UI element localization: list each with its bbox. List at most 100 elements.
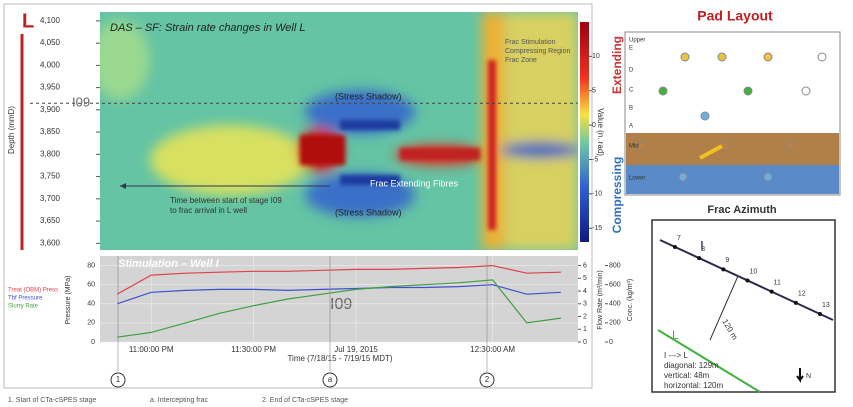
y3-axis-label: Conc. (kg/m³) bbox=[627, 279, 634, 321]
y-tick-label: 4,050 bbox=[40, 38, 61, 47]
extending-label: Extending bbox=[610, 36, 624, 94]
y2-tick-label: 5 bbox=[583, 275, 587, 282]
vertical: vertical: 48m bbox=[664, 371, 710, 380]
chart-title: Stimulation – Well I bbox=[118, 258, 220, 270]
station bbox=[721, 267, 726, 272]
x-tick-label: 12:30:00 AM bbox=[470, 345, 515, 354]
colorbar-tick-label: -10 bbox=[592, 191, 602, 198]
lower-layer bbox=[626, 165, 839, 194]
annotation: (Stress Shadow) bbox=[335, 91, 402, 101]
direction: I ---> L bbox=[664, 351, 688, 360]
well-l-line bbox=[657, 329, 761, 393]
station-label: 8 bbox=[701, 246, 705, 253]
azimuth-title: Frac Azimuth bbox=[707, 204, 777, 216]
station-label: 9 bbox=[725, 257, 729, 264]
y3-tick-label: 800 bbox=[609, 262, 621, 269]
annotation: Time between start of stage I09 to frac … bbox=[170, 196, 282, 215]
y3-tick-label: 600 bbox=[609, 282, 621, 289]
station-label: 13 bbox=[822, 302, 830, 309]
heatmap-title: DAS – SF: Strain rate changes in Well L bbox=[110, 22, 305, 34]
station bbox=[745, 278, 750, 283]
x-tick-label: 11:30:00 PM bbox=[231, 345, 276, 354]
y-tick-label: 3,800 bbox=[40, 149, 61, 158]
annotation: Frac Stimulation Compressing Region Frac… bbox=[505, 39, 571, 64]
annotation-box: Frac Stimulation Compressing Region Frac… bbox=[505, 39, 571, 64]
distance-line bbox=[709, 275, 739, 341]
well-label: L bbox=[22, 10, 34, 32]
y3-tick-label: 0 bbox=[609, 339, 613, 346]
colorbar-label: Value (n. rad) bbox=[596, 108, 605, 156]
annotation-box: Time between start of stage I09 to frac … bbox=[170, 196, 282, 215]
x-tick-label: 11:00:00 PM bbox=[129, 345, 174, 354]
y3-tick-label: 200 bbox=[609, 320, 621, 327]
y-axis-label: Pressure (MPa) bbox=[65, 275, 72, 324]
y-tick-label: 3,600 bbox=[40, 238, 61, 247]
colorbar-tick-label: 0 bbox=[592, 122, 596, 129]
footnote: 2. End of CTa-cSPES stage bbox=[262, 397, 348, 404]
station-label: 12 bbox=[798, 291, 806, 298]
y-tick-label: 3,650 bbox=[40, 216, 61, 225]
station bbox=[818, 312, 822, 316]
colorbar-tick-label: 10 bbox=[592, 53, 600, 60]
mid-layer bbox=[626, 133, 839, 165]
colorbar-tick-label: 5 bbox=[592, 88, 596, 95]
stage-label: I09 bbox=[330, 296, 352, 313]
heatmap bbox=[100, 12, 578, 250]
station bbox=[697, 256, 702, 261]
annotation: (Stress Shadow) bbox=[335, 207, 402, 217]
diagonal: diagonal: 129m bbox=[664, 361, 719, 370]
legend-entry: Treat (OBM) Press bbox=[8, 288, 58, 294]
y2-tick-label: 1 bbox=[583, 326, 587, 333]
y2-tick-label: 6 bbox=[583, 262, 587, 269]
y-tick-label: 4,100 bbox=[40, 16, 61, 25]
pad-row-label: Lower bbox=[629, 176, 645, 182]
horizontal: horizontal: 120m bbox=[664, 381, 723, 390]
colorbar-tick-label: -5 bbox=[592, 156, 598, 163]
y-tick-label: 60 bbox=[87, 282, 95, 289]
north-arrow bbox=[796, 368, 804, 383]
pad-row-label: E bbox=[629, 46, 633, 52]
marker-label: 2 bbox=[485, 375, 490, 384]
y2-tick-label: 2 bbox=[583, 313, 587, 320]
station bbox=[769, 289, 774, 294]
y2-tick-label: 0 bbox=[583, 339, 587, 346]
compressing-label: Compressing bbox=[610, 157, 624, 234]
marker-label: a bbox=[328, 375, 333, 384]
pad-row-label: C bbox=[629, 88, 634, 94]
pad-row-label: B bbox=[629, 106, 633, 112]
y-tick-label: 4,000 bbox=[40, 60, 61, 69]
y-tick-label: 3,700 bbox=[40, 194, 61, 203]
station bbox=[793, 300, 798, 305]
y-tick-label: 3,950 bbox=[40, 83, 61, 92]
station-label: 10 bbox=[750, 268, 758, 275]
station-label: 7 bbox=[677, 235, 681, 242]
well-i-label: I bbox=[700, 238, 704, 254]
pad-row-label: Upper bbox=[629, 38, 645, 44]
y3-tick-label: 400 bbox=[609, 301, 621, 308]
y2-tick-label: 4 bbox=[583, 288, 587, 295]
station-label: 11 bbox=[774, 280, 781, 287]
y-tick-label: 40 bbox=[87, 301, 95, 308]
station bbox=[673, 245, 677, 249]
pad-wells bbox=[635, 52, 827, 182]
marker-label: 1 bbox=[116, 375, 121, 384]
well-l-label: L bbox=[672, 328, 679, 342]
y-tick-label: 80 bbox=[87, 262, 95, 269]
pad-title: Pad Layout bbox=[697, 8, 773, 24]
y-tick-label: 3,850 bbox=[40, 127, 61, 136]
north: N bbox=[806, 373, 811, 380]
y-tick-label: 20 bbox=[87, 320, 95, 327]
pad-row-label: D bbox=[629, 68, 634, 74]
y2-tick-label: 3 bbox=[583, 301, 587, 308]
x-axis-label: Time (7/18/15 - 7/19/15 MDT) bbox=[287, 354, 392, 363]
pad-row-label: A bbox=[629, 124, 633, 130]
colorbar-tick-label: -15 bbox=[592, 225, 602, 232]
footnote: 1. Start of CTa-cSPES stage bbox=[8, 397, 96, 404]
marker-circle bbox=[479, 372, 495, 388]
frac-path bbox=[699, 144, 723, 160]
arrowhead bbox=[120, 183, 126, 189]
x-tick-label: Jul 19, 2015 bbox=[334, 345, 378, 354]
y-axis-label: Depth (mmD) bbox=[7, 106, 16, 154]
colorbar bbox=[580, 22, 589, 242]
footnote: a. Intercepting frac bbox=[150, 397, 208, 404]
